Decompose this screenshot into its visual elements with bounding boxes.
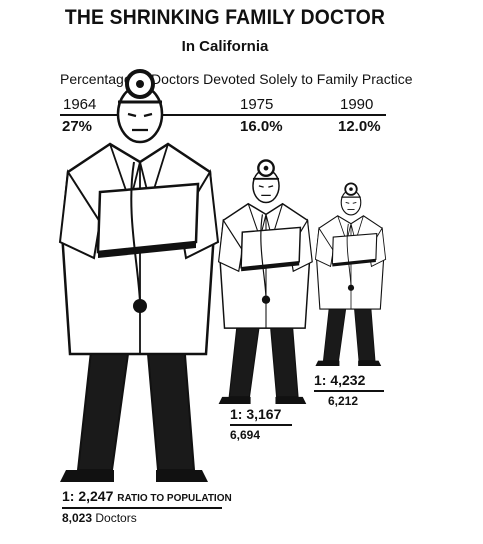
ratio-rule-1990 [314,390,384,392]
count-suffix-1964: Doctors [95,511,137,525]
doctor-figure-1964 [58,69,220,482]
count-label-1975: 6,694 [230,428,261,442]
ratio-value-1975: 1: 3,167 [230,406,282,422]
ratio-label-1975: 1: 3,167 [230,406,281,422]
stethoscope-chest-piece-1975 [261,295,271,304]
ratio-value-1964: 1: 2,247 [62,488,114,504]
trousers-1975 [228,320,299,398]
doctor-figure-1990 [314,182,387,366]
pct-label-1975: 16.0% [240,118,283,135]
clipboard-edge-1990 [332,259,376,267]
stethoscope-1964 [130,161,141,303]
count-label-1964: 8,023 Doctors [62,511,137,525]
arm-left-1964 [58,169,102,260]
shoe-right-1990 [358,360,382,366]
shoe-left-1975 [218,396,251,405]
year-label-1964: 1964 [63,96,97,113]
trousers-1964 [76,341,196,471]
stethoscope-chest-piece-1990 [347,284,355,291]
clipboard-edge-1975 [241,261,300,272]
stethoscope-1990 [346,223,352,287]
shoe-left-1964 [60,470,114,482]
shoe-right-1964 [156,470,208,482]
chart-subtitle: In California [181,38,269,55]
count-label-1990: 6,212 [328,394,359,408]
head-mirror-centre-1990 [349,187,353,191]
year-label-1975: 1975 [240,96,274,113]
stethoscope-1975 [260,214,267,298]
pct-label-1964: 27% [62,118,93,135]
year-label-1990: 1990 [340,96,374,113]
shoe-left-1990 [315,360,340,366]
chart-title: THE SHRINKING FAMILY DOCTOR [64,6,386,29]
face-1964 [127,112,153,132]
pct-label-1990: 12.0% [338,118,381,135]
ratio-value-1990: 1: 4,232 [314,372,366,388]
doctor-figure-1975 [217,159,313,405]
clipboard-1975 [240,226,302,269]
face-1975 [258,185,274,197]
ratio-label-1990: 1: 4,232 [314,372,365,388]
head-mirror-centre-1975 [263,165,269,171]
face-1990 [345,201,357,211]
head-mirror-centre-1964 [136,80,144,88]
header-rule [60,114,386,116]
clipboard-1964 [96,182,200,254]
ratio-rule-1975 [230,424,292,426]
stethoscope-chest-piece-1964 [133,299,147,313]
trousers-1990 [322,303,376,362]
ratio-suffix-1964: RATIO TO POPULATION [117,493,232,504]
ratio-rule-1964 [62,507,222,509]
arm-left-1990 [314,226,334,268]
shoe-right-1975 [275,396,307,405]
clipboard-1990 [331,232,378,265]
ratio-label-1964: 1: 2,247 RATIO TO POPULATION [62,488,232,504]
arm-left-1975 [217,218,243,273]
clipboard-edge-1964 [98,242,196,258]
count-value-1964: 8,023 [62,511,93,525]
